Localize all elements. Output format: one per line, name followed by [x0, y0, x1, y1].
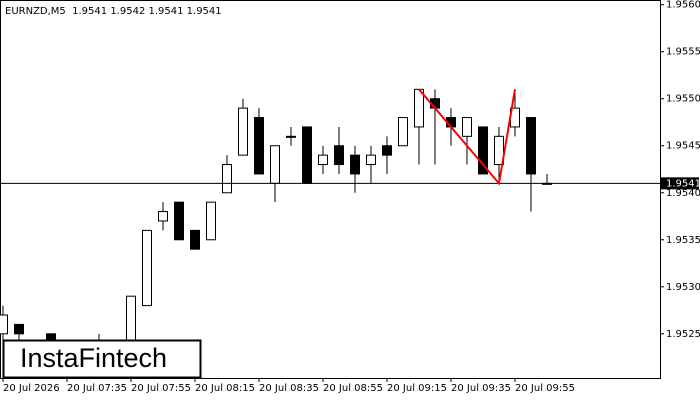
candle-body: [286, 135, 296, 138]
candle-body: [222, 164, 232, 194]
candle-body: [302, 126, 312, 184]
candle-body: [254, 117, 264, 175]
x-tick-label: 20 Jul 09:15: [387, 383, 447, 394]
y-tick-label: 1.9535: [666, 235, 700, 246]
current-price-box: [661, 177, 699, 190]
candle-body: [398, 117, 408, 147]
pattern-line: [418, 88, 516, 186]
y-tick-label: 1.9545: [666, 141, 700, 152]
candle-body: [526, 117, 536, 175]
candle-body: [14, 323, 24, 335]
candle-body: [494, 135, 504, 166]
candle-body: [126, 295, 136, 344]
x-tick-label: 20 Jul 08:35: [259, 383, 319, 394]
x-tick-label: 20 Jul 08:55: [323, 383, 383, 394]
candle-body: [270, 145, 280, 184]
current-price-label: 1.9541: [666, 178, 700, 189]
candle-body: [318, 154, 328, 166]
x-tick-label: 20 Jul 08:15: [195, 383, 255, 394]
candle-body: [0, 314, 8, 335]
y-tick-label: 1.9550: [666, 94, 700, 105]
candle-body: [174, 201, 184, 241]
candle-body: [142, 229, 152, 307]
y-tick-label: 1.9530: [666, 282, 700, 293]
candle-body: [350, 154, 360, 175]
chart-title: EURNZD,M5 1.9541 1.9542 1.9541 1.9541: [5, 6, 222, 17]
plot-frame: [0, 0, 661, 379]
logo: InstaFintech: [20, 343, 167, 373]
y-tick-label: 1.9560: [666, 0, 700, 11]
candle-body: [478, 126, 488, 175]
logo-box: [2, 339, 202, 379]
candle-body: [382, 145, 392, 156]
x-tick-label: 20 Jul 07:55: [131, 383, 191, 394]
candle-body: [190, 229, 200, 250]
y-tick-label: 1.9525: [666, 329, 700, 340]
candle-body: [238, 107, 248, 156]
x-tick-label: 20 Jul 09:55: [515, 383, 575, 394]
candle-body: [206, 201, 216, 241]
y-tick-label: 1.9540: [666, 188, 700, 199]
candle-body: [366, 154, 376, 166]
x-tick-label: 20 Jul 07:35: [67, 383, 127, 394]
x-tick-label: 20 Jul 09:35: [451, 383, 511, 394]
y-tick-label: 1.9555: [666, 47, 700, 58]
candle-body: [414, 88, 424, 128]
x-tick-label: 20 Jul 2026: [3, 383, 60, 394]
candle-body: [334, 145, 344, 166]
candle-body: [158, 211, 168, 222]
candle-body: [462, 117, 472, 137]
